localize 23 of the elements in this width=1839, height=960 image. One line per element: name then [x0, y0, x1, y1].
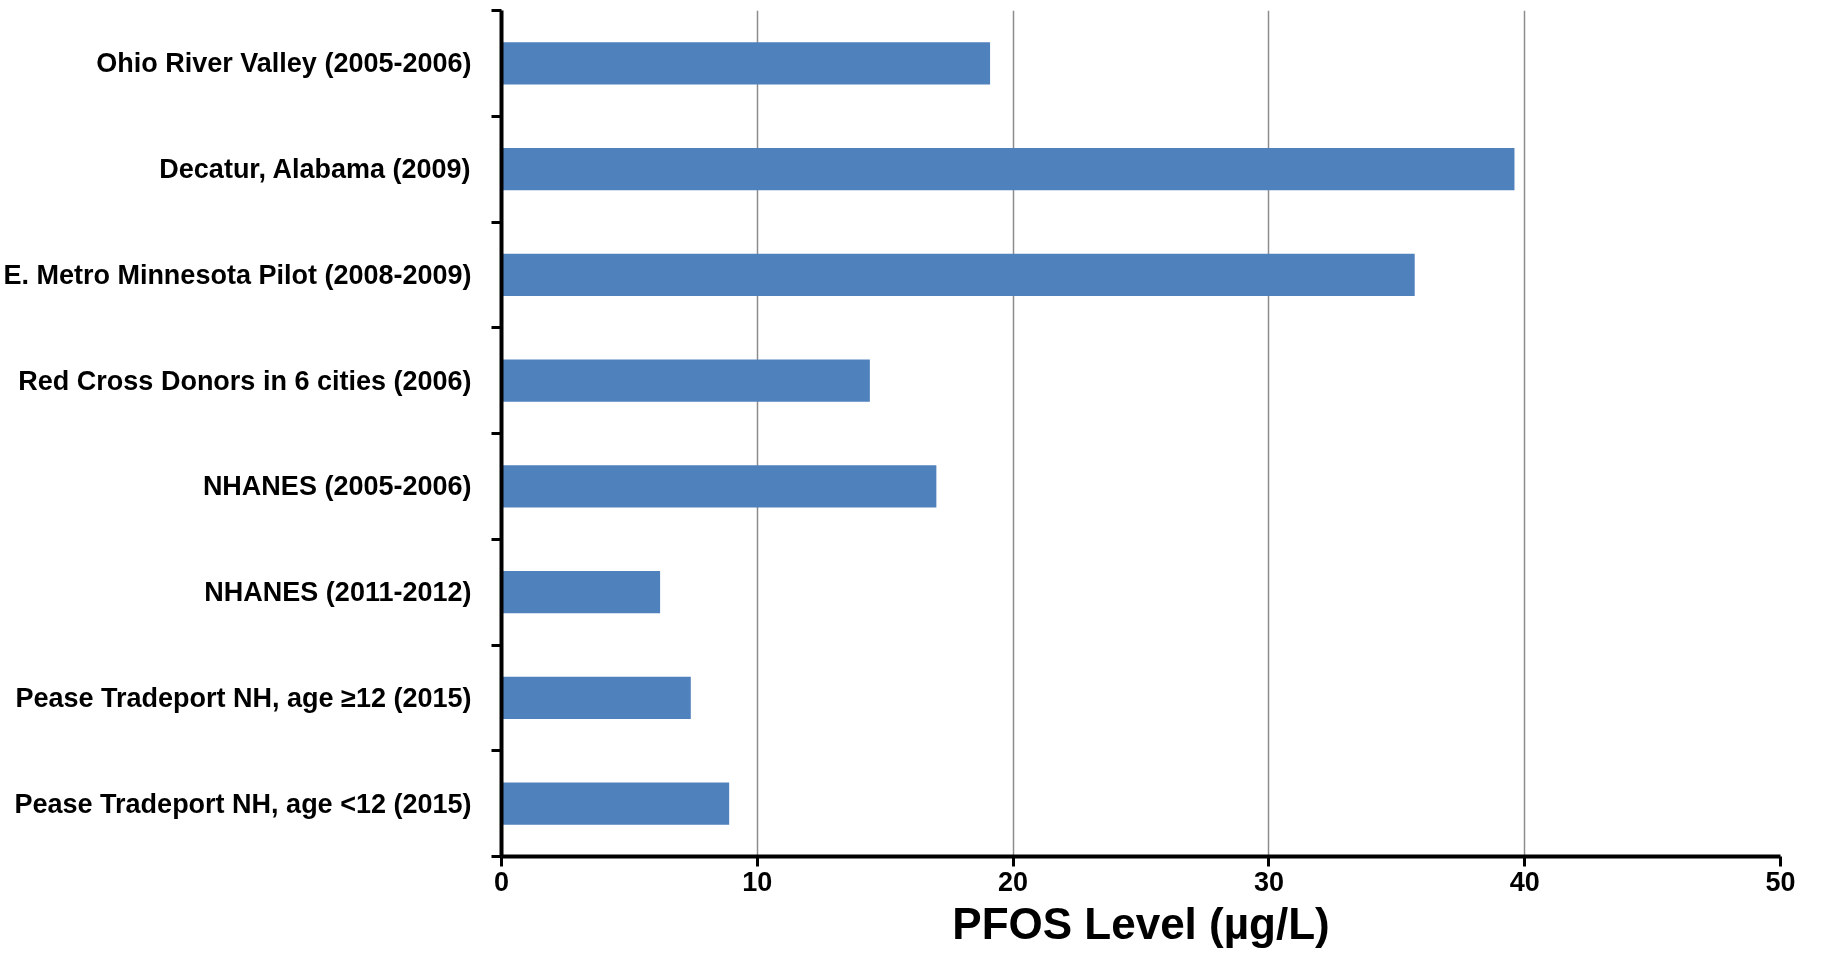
- x-axis-title: PFOS Level (µg/L): [952, 898, 1330, 948]
- y-tick-label: NHANES (2005-2006): [202, 471, 472, 502]
- x-tick-label: 30: [1253, 866, 1284, 897]
- bar: [501, 42, 991, 85]
- bar: [501, 253, 1415, 297]
- x-tick-label: 40: [1509, 866, 1540, 897]
- x-tick-label: 20: [998, 866, 1029, 897]
- bar: [501, 147, 1515, 191]
- x-tick-label: 10: [742, 866, 773, 897]
- y-tick-label: Ohio River Valley (2005-2006): [96, 48, 472, 79]
- y-tick-label: Red Cross Donors in 6 cities (2006): [18, 365, 472, 396]
- bar: [501, 676, 691, 720]
- y-tick-label: Decatur, Alabama (2009): [159, 154, 471, 185]
- bar: [501, 359, 870, 402]
- bar: [501, 570, 661, 614]
- bar: [501, 465, 937, 508]
- y-tick-label: Pease Tradeport NH, age <12 (2015): [14, 788, 472, 819]
- y-tick-label: NHANES (2011-2012): [204, 577, 472, 608]
- y-tick-label: Pease Tradeport NH, age ≥12 (2015): [15, 682, 472, 713]
- bar: [501, 782, 730, 825]
- x-tick-label: 50: [1765, 866, 1796, 897]
- x-tick-label: 0: [493, 866, 510, 897]
- y-tick-label: E. Metro Minnesota Pilot (2008-2009): [3, 259, 472, 290]
